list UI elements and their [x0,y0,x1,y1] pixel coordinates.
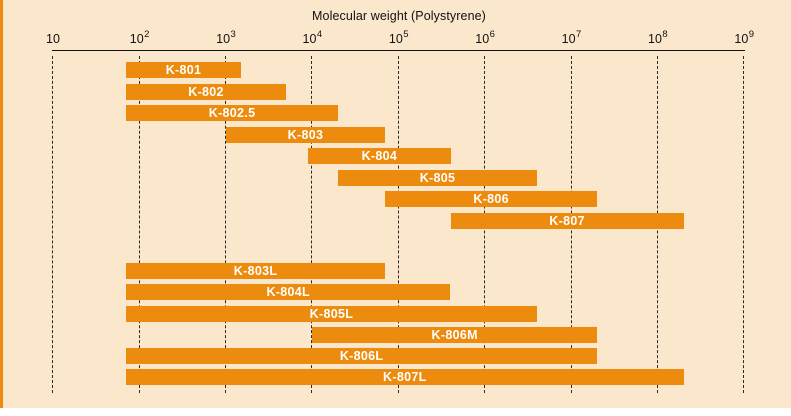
gridline-10e1 [52,56,54,393]
column-bar-k-807: K-807 [450,213,684,229]
x-axis-tick-10e5: 105 [388,28,409,46]
column-bar-k-802: K-802 [125,84,287,100]
column-bar-label: K-805L [309,307,354,321]
gridline-10e9 [743,56,745,393]
x-axis-tick-10e1: 10 [46,32,60,46]
x-axis-line [52,50,745,51]
x-axis-tick-10e8: 108 [648,28,668,46]
column-bar-k-802.5: K-802.5 [125,105,339,121]
x-axis-tick-10e4: 104 [302,28,323,46]
column-bar-label: K-803 [287,128,324,142]
column-bar-k-806: K-806 [385,191,598,207]
gridline-10e2 [138,56,140,393]
column-bar-k-803l: K-803L [125,263,386,279]
column-bar-label: K-805 [419,171,456,185]
column-bar-label: K-806 [473,192,509,206]
x-axis-tick-10e9: 109 [734,28,755,46]
column-bar-k-806l: K-806L [125,348,598,364]
column-bar-label: K-803L [233,264,278,278]
chart-title: Molecular weight (Polystyrene) [312,9,486,23]
left-accent-stripe [0,0,3,408]
column-bar-k-805: K-805 [338,170,537,186]
column-bar-label: K-807 [549,214,585,228]
column-bar-k-804: K-804 [308,148,451,164]
column-bar-label: K-802.5 [208,106,256,120]
column-bar-label: K-802 [188,85,224,99]
column-bar-label: K-804L [266,285,310,299]
column-bar-label: K-801 [165,63,202,77]
column-bar-k-806m: K-806M [312,327,598,343]
x-axis-tick-10e6: 106 [475,28,495,46]
column-bar-k-803: K-803 [225,127,386,143]
gridline-10e5 [397,56,399,393]
column-bar-k-805l: K-805L [125,306,537,322]
x-axis-tick-10e2: 102 [129,28,150,46]
x-axis-tick-10e7: 107 [561,28,582,46]
column-bar-k-801: K-801 [125,62,241,78]
column-bar-label: K-806L [339,349,384,363]
column-bar-label: K-806M [431,328,478,342]
column-bar-label: K-804 [361,149,398,163]
bottom-margin [0,408,791,416]
gridline-10e3 [225,56,226,393]
column-bar-k-807l: K-807L [125,369,684,385]
x-axis-tick-10e3: 103 [216,28,236,46]
column-bar-k-804l: K-804L [125,284,451,300]
column-bar-label: K-807L [383,370,427,384]
gridline-10e4 [311,56,313,393]
